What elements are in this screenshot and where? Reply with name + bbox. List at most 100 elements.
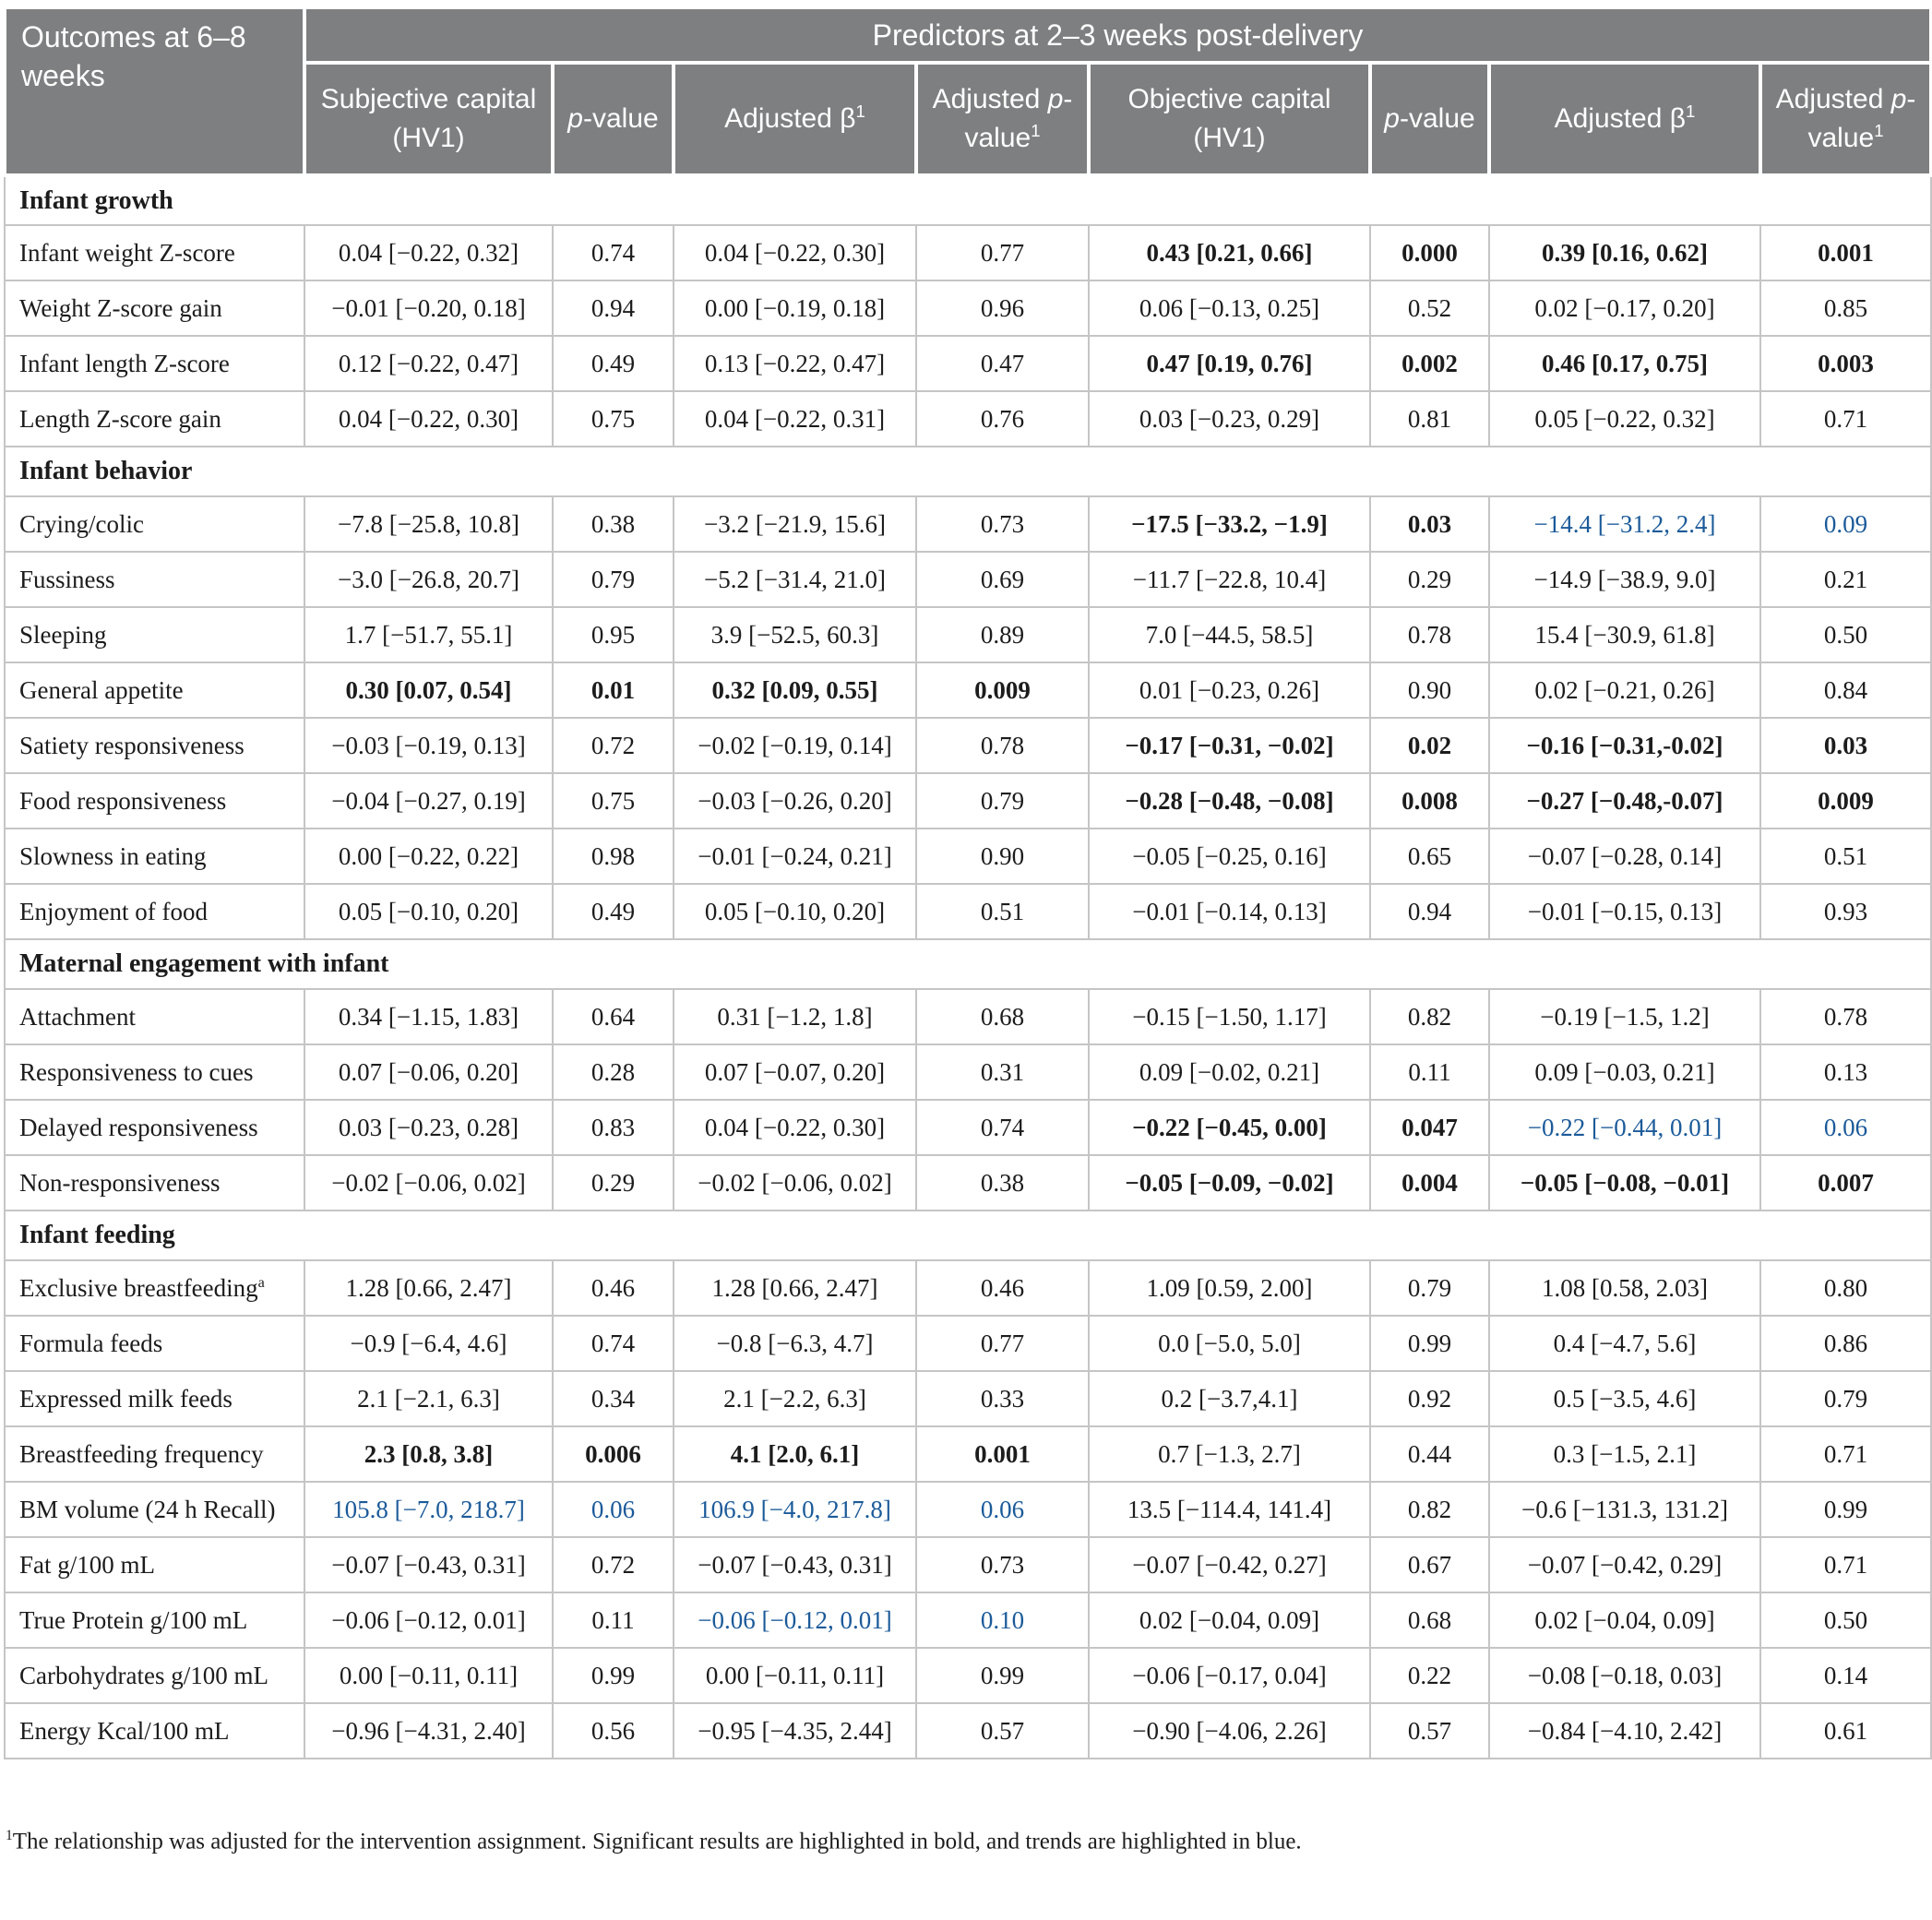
table-row: Weight Z-score gain −0.01 [−0.20, 0.18] 0.…: [4, 280, 1932, 337]
row-label: True Protein g/100 mL: [4, 1592, 305, 1649]
data-cell: 0.85: [1759, 280, 1932, 337]
data-cell: 0.11: [1369, 1043, 1490, 1101]
table-row: Expressed milk feeds 2.1 [−2.1, 6.3] 0.34 2…: [4, 1370, 1932, 1427]
data-cell: 0.04 [−0.22, 0.31]: [673, 390, 917, 447]
data-cell: −0.95 [−4.35, 2.44]: [673, 1702, 917, 1759]
data-cell: −0.84 [−4.10, 2.42]: [1488, 1702, 1761, 1759]
data-cell: 15.4 [−30.9, 61.8]: [1488, 606, 1761, 663]
data-cell: 0.28: [552, 1043, 674, 1101]
row-label: Exclusive breastfeedinga: [4, 1259, 305, 1317]
data-cell: 0.13: [1759, 1043, 1932, 1101]
data-cell: −0.27 [−0.48,-0.07]: [1488, 772, 1761, 829]
data-cell: −0.16 [−0.31,-0.02]: [1488, 717, 1761, 774]
data-cell: 0.30 [0.07, 0.54]: [304, 662, 554, 719]
table-row: Slowness in eating 0.00 [−0.22, 0.22] 0.98…: [4, 828, 1932, 885]
data-cell: 2.1 [−2.2, 6.3]: [673, 1370, 917, 1427]
row-label-text: Fat g/100 mL: [19, 1550, 155, 1579]
table-row: Breastfeeding frequency 2.3 [0.8, 3.8] 0.0…: [4, 1425, 1932, 1483]
data-cell: 0.00 [−0.11, 0.11]: [673, 1647, 917, 1704]
data-cell: 106.9 [−4.0, 217.8]: [673, 1481, 917, 1538]
data-cell: −0.02 [−0.19, 0.14]: [673, 717, 917, 774]
col-header-subjective-capital: Subjective capital (HV1): [303, 61, 555, 177]
row-label: Satiety responsiveness: [4, 717, 305, 774]
data-cell: 0.009: [915, 662, 1090, 719]
data-cell: −0.01 [−0.24, 0.21]: [673, 828, 917, 885]
data-cell: 0.47 [0.19, 0.76]: [1088, 335, 1371, 392]
table-row: Carbohydrates g/100 mL 0.00 [−0.11, 0.11]…: [4, 1647, 1932, 1704]
data-cell: −0.15 [−1.50, 1.17]: [1088, 988, 1371, 1045]
row-label-text: Food responsiveness: [19, 786, 227, 815]
row-label-text: Length Z-score gain: [19, 404, 221, 433]
data-cell: −0.01 [−0.15, 0.13]: [1488, 883, 1761, 940]
table-row: Non-responsiveness −0.02 [−0.06, 0.02] 0.2…: [4, 1154, 1932, 1211]
row-label: Energy Kcal/100 mL: [4, 1702, 305, 1759]
data-cell: 0.002: [1369, 335, 1490, 392]
table-row: Fat g/100 mL −0.07 [−0.43, 0.31] 0.72 −0.07…: [4, 1536, 1932, 1593]
row-label-text: Infant length Z-score: [19, 349, 230, 377]
section-row: Maternal engagement with infant: [3, 938, 1932, 990]
data-cell: 0.34 [−1.15, 1.83]: [304, 988, 554, 1045]
data-cell: 0.04 [−0.22, 0.30]: [673, 224, 917, 281]
data-cell: −5.2 [−31.4, 21.0]: [673, 551, 917, 608]
data-cell: 0.67: [1369, 1536, 1490, 1593]
data-cell: 0.50: [1759, 1592, 1932, 1649]
data-cell: −0.08 [−0.18, 0.03]: [1488, 1647, 1761, 1704]
table-row: Infant weight Z-score 0.04 [−0.22, 0.32] 0…: [4, 224, 1932, 281]
data-cell: 0.73: [915, 1536, 1090, 1593]
data-cell: 0.001: [915, 1425, 1090, 1483]
data-cell: 0.68: [1369, 1592, 1490, 1649]
row-label: Non-responsiveness: [4, 1154, 305, 1211]
row-label-text: Non-responsiveness: [19, 1168, 221, 1197]
data-cell: −0.8 [−6.3, 4.7]: [673, 1315, 917, 1372]
data-cell: −0.19 [−1.5, 1.2]: [1488, 988, 1761, 1045]
table-row: Length Z-score gain 0.04 [−0.22, 0.30] 0.7…: [4, 390, 1932, 447]
data-cell: −0.06 [−0.17, 0.04]: [1088, 1647, 1371, 1704]
section-row: Infant behavior: [3, 446, 1932, 497]
row-label-text: Breastfeeding frequency: [19, 1439, 264, 1468]
header-group-row: Outcomes at 6–8 weeks Predictors at 2–3 …: [3, 6, 1932, 177]
row-label: Infant length Z-score: [4, 335, 305, 392]
row-label-text: General appetite: [19, 675, 184, 704]
data-cell: 0.78: [1759, 988, 1932, 1045]
data-cell: 0.51: [915, 883, 1090, 940]
data-cell: 0.49: [552, 335, 674, 392]
col-header-p-value-2: p-value: [1368, 61, 1491, 177]
row-label-text: Sleeping: [19, 620, 107, 649]
col-header-objective-capital: Objective capital (HV1): [1087, 61, 1372, 177]
table-row: Energy Kcal/100 mL −0.96 [−4.31, 2.40] 0.5…: [4, 1702, 1932, 1759]
data-cell: 0.79: [1369, 1259, 1490, 1317]
data-cell: 0.13 [−0.22, 0.47]: [673, 335, 917, 392]
data-cell: 1.09 [0.59, 2.00]: [1088, 1259, 1371, 1317]
data-cell: 3.9 [−52.5, 60.3]: [673, 606, 917, 663]
data-cell: 0.04 [−0.22, 0.30]: [304, 390, 554, 447]
data-cell: 0.04 [−0.22, 0.32]: [304, 224, 554, 281]
data-cell: −0.07 [−0.42, 0.29]: [1488, 1536, 1761, 1593]
data-cell: 105.8 [−7.0, 218.7]: [304, 1481, 554, 1538]
col-header-p-value-1: p-value: [551, 61, 675, 177]
row-label: Crying/colic: [4, 495, 305, 553]
row-label: Slowness in eating: [4, 828, 305, 885]
data-cell: −0.03 [−0.26, 0.20]: [673, 772, 917, 829]
row-label-text: Attachment: [19, 1002, 136, 1031]
data-cell: 0.64: [552, 988, 674, 1045]
data-cell: −0.05 [−0.25, 0.16]: [1088, 828, 1371, 885]
data-cell: 2.3 [0.8, 3.8]: [304, 1425, 554, 1483]
data-cell: 0.39 [0.16, 0.62]: [1488, 224, 1761, 281]
row-label-text: Fussiness: [19, 565, 115, 593]
table-row: Fussiness −3.0 [−26.8, 20.7] 0.79 −5.2 [−31…: [4, 551, 1932, 608]
data-cell: 0.99: [915, 1647, 1090, 1704]
data-cell: −0.07 [−0.43, 0.31]: [673, 1536, 917, 1593]
data-cell: 0.2 [−3.7,4.1]: [1088, 1370, 1371, 1427]
data-cell: 0.00 [−0.11, 0.11]: [304, 1647, 554, 1704]
data-cell: 0.46: [552, 1259, 674, 1317]
data-cell: 0.99: [552, 1647, 674, 1704]
data-cell: 0.44: [1369, 1425, 1490, 1483]
data-cell: 0.95: [552, 606, 674, 663]
data-cell: 0.92: [1369, 1370, 1490, 1427]
data-cell: 0.71: [1759, 1425, 1932, 1483]
data-cell: 0.06: [552, 1481, 674, 1538]
row-label: Food responsiveness: [4, 772, 305, 829]
section-title: Infant feeding: [3, 1210, 1932, 1261]
data-cell: 0.94: [1369, 883, 1490, 940]
row-label-text: Responsiveness to cues: [19, 1057, 254, 1086]
